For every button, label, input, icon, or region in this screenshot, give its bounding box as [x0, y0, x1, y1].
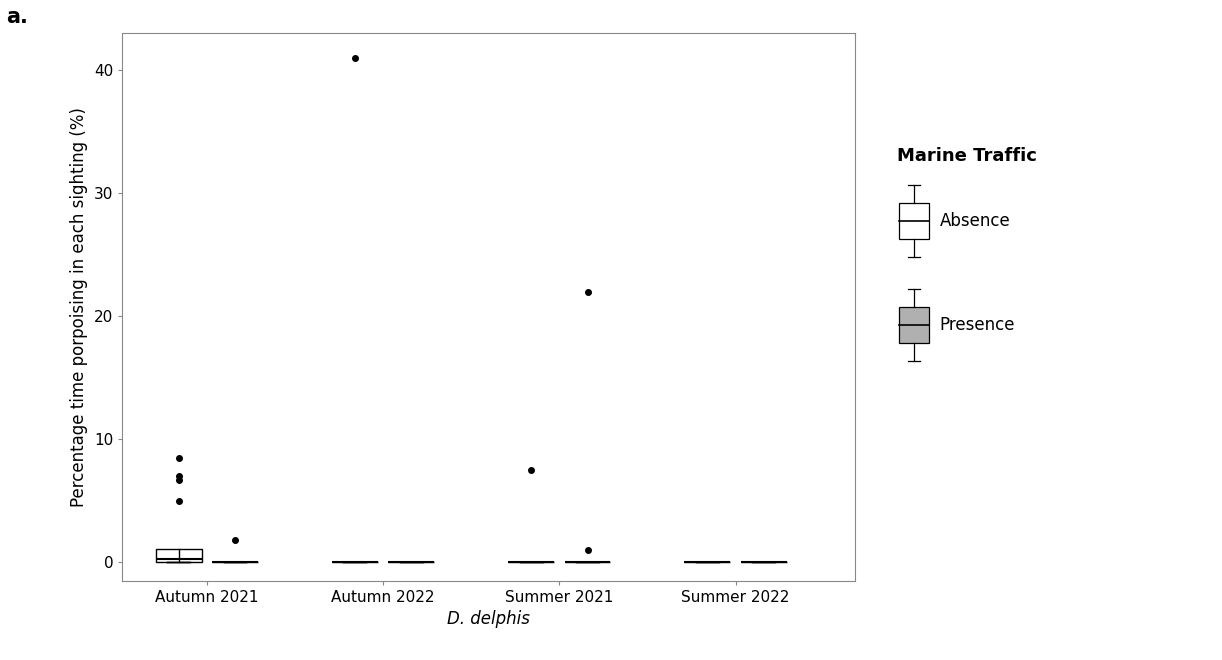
Text: Presence: Presence [940, 316, 1015, 334]
Bar [898, 203, 930, 239]
PathPatch shape [155, 549, 202, 562]
Text: Absence: Absence [940, 212, 1011, 230]
Text: Marine Traffic: Marine Traffic [897, 147, 1036, 165]
Y-axis label: Percentage time porpoising in each sighting (%): Percentage time porpoising in each sight… [70, 107, 88, 507]
Text: a.: a. [6, 7, 28, 26]
X-axis label: D. delphis: D. delphis [447, 610, 530, 628]
Bar [898, 308, 930, 343]
